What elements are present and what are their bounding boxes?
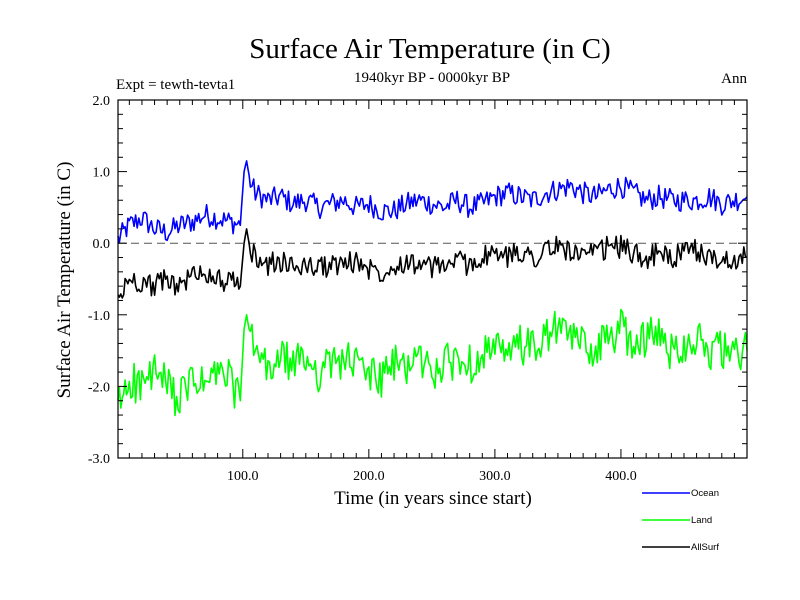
x-tick-label: 200.0 — [353, 469, 385, 484]
y-tick-label: -2.0 — [88, 380, 110, 395]
y-tick-label: -1.0 — [88, 309, 110, 324]
legend-label-land: Land — [691, 515, 712, 526]
chart-title: Surface Air Temperature (in C) — [249, 33, 610, 65]
y-axis-label: Surface Air Temperature (in C) — [54, 162, 75, 399]
series-line-land — [117, 308, 748, 417]
y-tick-label: 2.0 — [93, 94, 111, 109]
legend-label-allsurf: AllSurf — [691, 542, 719, 553]
legend-label-ocean: Ocean — [691, 488, 719, 499]
x-tick-label: 300.0 — [479, 469, 511, 484]
y-tick-label: -3.0 — [88, 452, 110, 467]
y-tick-label: 1.0 — [93, 166, 111, 181]
season-label: Ann — [721, 71, 747, 87]
series-line-ocean — [117, 160, 748, 244]
y-tick-label: 0.0 — [93, 237, 111, 252]
experiment-label: Expt = tewth-tevta1 — [116, 77, 235, 93]
x-tick-label: 100.0 — [227, 469, 259, 484]
x-axis-label: Time (in years since start) — [334, 488, 532, 509]
plot-area: 100.0 200.0 300.0 400.0 2.0 1.0 0.0 -1.0 -2.0 -3.… — [88, 94, 748, 484]
series-line-allsurf — [117, 228, 748, 299]
plot-frame — [117, 99, 748, 459]
chart-legend: Ocean Land AllSurf — [642, 488, 719, 553]
chart-subtitle: 1940kyr BP - 0000kyr BP — [354, 70, 510, 86]
x-tick-label: 400.0 — [605, 469, 637, 484]
